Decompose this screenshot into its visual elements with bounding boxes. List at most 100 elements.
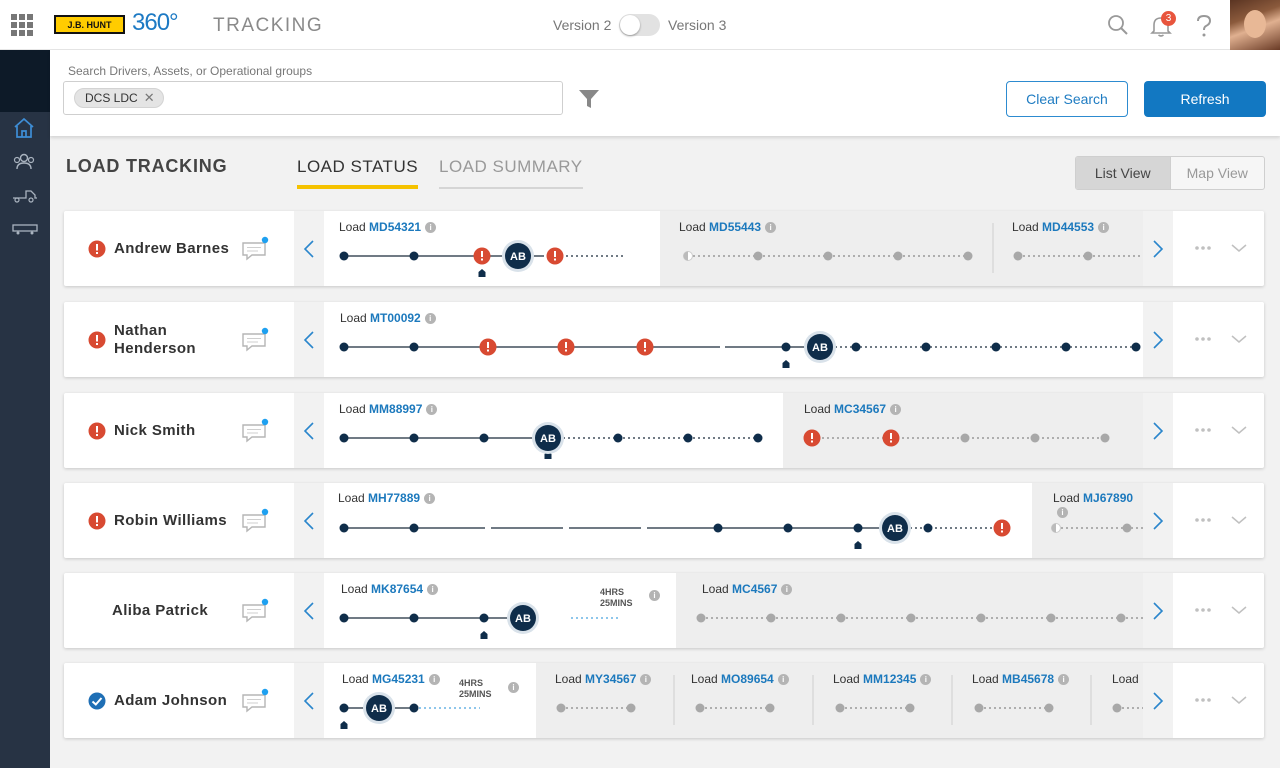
eta-info-icon[interactable]: i [649, 590, 660, 601]
chevron-down-icon[interactable] [1230, 694, 1248, 706]
load-id-link[interactable]: MY34567 [585, 672, 637, 686]
refresh-button[interactable]: Refresh [1144, 81, 1266, 117]
chevron-right-icon[interactable] [1152, 691, 1164, 711]
driver-position-marker: AB [502, 240, 534, 272]
eta-text: 4HRS 25MINS [459, 678, 492, 700]
info-icon[interactable]: i [920, 674, 932, 685]
load-id-link[interactable]: MM12345 [863, 672, 917, 686]
stop-node-past [976, 613, 986, 623]
chevron-right-icon[interactable] [1152, 330, 1164, 350]
load-id-link[interactable]: MT00092 [370, 311, 421, 325]
driver-name[interactable]: Robin Williams [114, 511, 227, 529]
info-icon[interactable]: i [1057, 507, 1068, 518]
load-id-link[interactable]: MM88997 [369, 402, 423, 416]
filter-chip[interactable]: DCS LDC ✕ [74, 88, 164, 108]
chip-close-icon[interactable]: ✕ [143, 90, 155, 105]
load-id-link[interactable]: MC4567 [732, 582, 778, 596]
load-prefix: Load [702, 582, 733, 596]
message-icon[interactable] [240, 418, 270, 444]
load-id-link[interactable]: MD54321 [369, 220, 422, 234]
info-icon[interactable]: i [424, 493, 436, 504]
version-toggle[interactable] [619, 14, 660, 36]
load-id-link[interactable]: MO89654 [721, 672, 774, 686]
more-options-icon[interactable] [1194, 425, 1212, 435]
chevron-right-icon[interactable] [1152, 239, 1164, 259]
info-icon[interactable]: i [640, 674, 652, 685]
driver-row: Andrew Barnes AB Load MD54321 i Load MD55443… [64, 211, 1264, 286]
driver-name[interactable]: Aliba Patrick [112, 601, 209, 619]
chevron-right-icon[interactable] [1152, 421, 1164, 441]
driver-name[interactable]: Adam Johnson [114, 691, 228, 709]
message-icon[interactable] [240, 327, 270, 353]
info-icon[interactable]: i [777, 674, 789, 685]
apps-grid-icon[interactable] [11, 14, 33, 36]
more-options-icon[interactable] [1194, 243, 1212, 253]
message-icon[interactable] [240, 508, 270, 534]
more-options-icon[interactable] [1194, 515, 1212, 525]
clear-search-button[interactable]: Clear Search [1006, 81, 1128, 117]
user-avatar[interactable] [1230, 0, 1280, 50]
trailer-icon[interactable] [12, 223, 38, 235]
message-icon[interactable] [240, 598, 270, 624]
tab-load-status[interactable]: LOAD STATUS [297, 157, 419, 189]
map-view-button[interactable]: Map View [1169, 157, 1265, 189]
home-icon[interactable] [12, 117, 36, 139]
driver-name[interactable]: Andrew Barnes [114, 239, 230, 257]
chevron-down-icon[interactable] [1230, 242, 1248, 254]
tab-load-summary[interactable]: LOAD SUMMARY [439, 157, 583, 189]
info-icon[interactable]: i [1058, 674, 1070, 685]
chevron-down-icon[interactable] [1230, 514, 1248, 526]
load-id-link[interactable]: MK87654 [371, 582, 424, 596]
load-id-link[interactable]: MC34567 [834, 402, 887, 416]
message-icon[interactable] [240, 236, 270, 262]
chevron-left-icon[interactable] [303, 239, 315, 259]
more-options-icon[interactable] [1194, 605, 1212, 615]
chevron-left-icon[interactable] [303, 511, 315, 531]
more-options-icon[interactable] [1194, 695, 1212, 705]
people-icon[interactable] [12, 152, 36, 172]
load-id-link[interactable]: MH77889 [368, 491, 421, 505]
info-icon[interactable]: i [1098, 222, 1110, 233]
help-icon[interactable] [1195, 14, 1213, 38]
load-id-link[interactable]: MD55443 [709, 220, 762, 234]
eta-info-icon[interactable]: i [508, 682, 519, 693]
chevron-right-icon[interactable] [1152, 601, 1164, 621]
search-input[interactable]: DCS LDC ✕ [63, 81, 563, 115]
info-icon[interactable]: i [426, 404, 438, 415]
chevron-down-icon[interactable] [1230, 604, 1248, 616]
top-bar: J.B. HUNT 360° TRACKING Version 2 Versio… [0, 0, 1280, 50]
stop-node [409, 251, 419, 261]
list-view-button[interactable]: List View [1076, 157, 1170, 189]
info-icon[interactable]: i [427, 584, 439, 595]
message-icon[interactable] [240, 688, 270, 714]
driver-name[interactable]: Nick Smith [114, 421, 196, 439]
driver-position-marker: AB [532, 422, 564, 454]
info-icon[interactable]: i [428, 674, 440, 685]
filter-icon[interactable] [578, 88, 600, 110]
info-icon[interactable]: i [765, 222, 777, 233]
info-icon[interactable]: i [425, 222, 437, 233]
status-ok-icon [88, 692, 106, 709]
search-icon[interactable] [1106, 13, 1130, 37]
page-title: LOAD TRACKING [66, 156, 228, 176]
driver-position-marker: AB [507, 602, 539, 634]
load-id-link[interactable]: MG45231 [372, 672, 425, 686]
truck-icon[interactable] [12, 187, 38, 203]
info-icon[interactable]: i [424, 313, 436, 324]
load-id-link[interactable]: MJ67890 [1083, 491, 1134, 505]
chevron-left-icon[interactable] [303, 601, 315, 621]
chevron-left-icon[interactable] [303, 330, 315, 350]
load-id-link[interactable]: MB45678 [1002, 672, 1055, 686]
more-options-icon[interactable] [1194, 334, 1212, 344]
chevron-down-icon[interactable] [1230, 333, 1248, 345]
stop-node [781, 342, 791, 352]
info-icon[interactable]: i [781, 584, 793, 595]
chevron-down-icon[interactable] [1230, 424, 1248, 436]
driver-name[interactable]: Nathan Henderson [114, 321, 196, 357]
chevron-left-icon[interactable] [303, 691, 315, 711]
load-id-link[interactable]: MD44553 [1042, 220, 1095, 234]
status-alert-icon [88, 240, 106, 257]
chevron-left-icon[interactable] [303, 421, 315, 441]
chevron-right-icon[interactable] [1152, 511, 1164, 531]
info-icon[interactable]: i [890, 404, 902, 415]
